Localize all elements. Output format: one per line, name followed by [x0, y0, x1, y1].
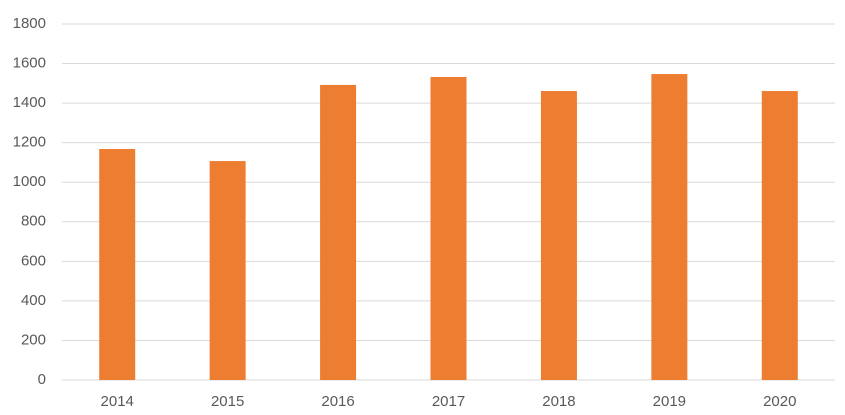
x-tick-label: 2017 [432, 393, 465, 410]
y-tick-label: 800 [21, 213, 46, 230]
y-tick-label: 1600 [13, 55, 46, 72]
y-tick-label: 1400 [13, 94, 46, 111]
y-tick-label: 1800 [13, 15, 46, 32]
bar [761, 91, 798, 381]
y-tick-label: 1000 [13, 173, 46, 190]
bar [99, 148, 136, 380]
x-tick-label: 2020 [763, 393, 796, 410]
x-tick-label: 2015 [211, 393, 244, 410]
bar [209, 161, 246, 380]
x-tick-label: 2016 [321, 393, 354, 410]
y-tick-label: 200 [21, 331, 46, 348]
bar [540, 91, 577, 381]
y-tick-label: 0 [38, 371, 46, 388]
x-tick-label: 2014 [101, 393, 134, 410]
y-tick-label: 1200 [13, 134, 46, 151]
y-tick-label: 400 [21, 292, 46, 309]
bar [651, 74, 688, 380]
y-tick-label: 600 [21, 252, 46, 269]
bar [320, 84, 357, 380]
x-tick-label: 2019 [653, 393, 686, 410]
bar [430, 77, 467, 380]
x-tick-label: 2018 [542, 393, 575, 410]
